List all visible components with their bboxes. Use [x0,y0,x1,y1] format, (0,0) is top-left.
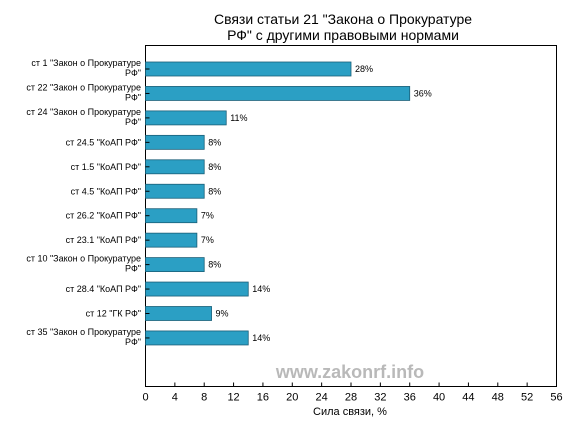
bar [145,306,212,321]
x-tick-label: 12 [227,392,239,404]
category-label: РФ" [125,264,141,274]
x-tick-label: 28 [345,392,357,404]
bar [145,257,205,273]
category-label: ст 1.5 "КоАП РФ" [71,162,141,172]
category-label: ст 1 "Закон о Прокуратуре [31,58,141,68]
data-label: 8% [208,137,221,147]
bar [145,232,198,248]
watermark-text: www.zakonrf.info [275,362,424,382]
x-tick-label: 16 [257,392,269,404]
x-tick-label: 56 [550,392,562,404]
category-label: ст 24.5 "КоАП РФ" [66,137,141,147]
x-tick-label: 20 [286,392,298,404]
x-tick-label: 52 [521,392,533,404]
chart-title-line-2: РФ" с другими правовыми нормами [227,27,459,43]
x-axis-label: Сила связи, % [313,406,387,418]
x-tick-label: 24 [316,392,328,404]
category-label: ст 24 "Закон о Прокуратуре [26,107,141,117]
category-label: ст 35 "Закон о Прокуратуре [26,327,141,337]
data-label: 36% [414,88,432,98]
data-labels-group: 28% 36% 11% 8% 8% 8% 7% 7% 8% 14% 9% 14% [201,64,432,343]
bar [145,330,249,346]
bar [145,183,205,199]
data-label: 9% [216,309,229,319]
category-label: ст 22 "Закон о Прокуратуре [26,82,141,92]
data-label: 8% [208,162,221,172]
bar [145,208,198,224]
bar [145,110,227,126]
bar [145,159,205,175]
bars-group [145,61,411,346]
bar [145,86,411,101]
x-tick-label: 8 [201,392,207,404]
x-tick-label: 36 [404,392,416,404]
x-tick-label: 40 [433,392,445,404]
x-tick-label: 48 [492,392,504,404]
category-label: РФ" [125,68,141,78]
data-label: 11% [230,113,247,123]
data-label: 8% [208,260,221,270]
category-label: ст 4.5 "КоАП РФ" [71,186,141,196]
data-label: 7% [201,211,214,221]
bar [145,134,205,150]
x-tick-label: 0 [142,392,148,404]
bar [145,281,249,297]
chart-title: Связи статьи 21 "Закона о Прокуратуре РФ… [214,11,472,43]
category-label: ст 12 "ГК РФ" [86,309,141,319]
x-axis-ticks-group: 0 4 8 12 16 20 24 28 32 36 40 44 48 52 56 [142,382,563,404]
chart-title-line-1: Связи статьи 21 "Закона о Прокуратуре [214,11,472,27]
category-label: РФ" [125,117,141,127]
data-label: 28% [355,64,373,74]
data-label: 14% [252,333,270,343]
category-label: РФ" [125,337,141,347]
category-label: ст 10 "Закон о Прокуратуре [26,254,141,264]
bar [145,61,352,77]
category-label: ст 23.1 "КоАП РФ" [66,235,141,245]
x-tick-label: 4 [172,392,178,404]
category-label: ст 26.2 "КоАП РФ" [66,211,141,221]
category-label: ст 28.4 "КоАП РФ" [66,284,141,294]
watermark: www.zakonrf.info [275,362,424,382]
x-tick-label: 44 [462,392,474,404]
data-label: 7% [201,235,214,245]
data-label: 14% [252,284,270,294]
category-label: РФ" [125,92,141,102]
data-label: 8% [208,186,221,196]
x-tick-label: 32 [374,392,386,404]
